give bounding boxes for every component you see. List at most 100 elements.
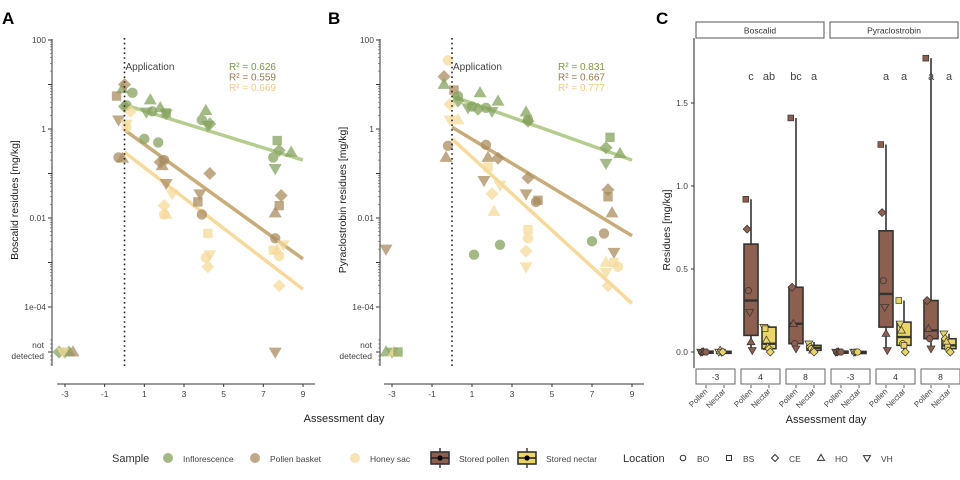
legend-label: Pollen basket bbox=[270, 454, 322, 464]
data-point bbox=[605, 206, 619, 218]
legend-shape-triangle-up-icon bbox=[816, 453, 826, 461]
data-point bbox=[521, 114, 535, 128]
data-point bbox=[112, 115, 126, 127]
boxplot-boscalid-day8-nectar: a bbox=[804, 71, 822, 357]
data-point bbox=[519, 262, 533, 274]
data-point bbox=[882, 347, 892, 356]
legend-shape-square-icon bbox=[725, 454, 733, 462]
y-tick-label: 1 bbox=[369, 124, 374, 134]
data-point bbox=[268, 164, 282, 176]
y-tick-label: 100 bbox=[32, 35, 46, 45]
data-point bbox=[199, 103, 213, 115]
data-point bbox=[765, 347, 775, 357]
boxplot-pyraclostrobin-day-3-pollen bbox=[831, 347, 849, 357]
box bbox=[788, 286, 804, 345]
y-tick-label: 1.0 bbox=[676, 181, 688, 191]
legend-label: Stored pollen bbox=[459, 454, 509, 464]
data-point bbox=[877, 208, 887, 218]
data-point bbox=[481, 150, 495, 162]
y-tick-label: 0.01 bbox=[29, 213, 46, 223]
day-strip bbox=[740, 368, 781, 385]
data-point bbox=[493, 180, 507, 192]
data-point bbox=[268, 152, 279, 163]
data-point bbox=[118, 78, 131, 91]
data-point bbox=[609, 257, 619, 268]
data-point bbox=[127, 87, 138, 99]
data-point bbox=[66, 345, 80, 357]
data-point bbox=[196, 209, 208, 220]
legend-label: BS bbox=[743, 454, 755, 464]
y-tick-label: 0.01 bbox=[357, 213, 374, 223]
y-axis: 100 1 0.01 1e-04 bbox=[352, 35, 381, 366]
nd-label-1: not bbox=[32, 340, 44, 350]
data-point bbox=[601, 279, 615, 293]
data-point bbox=[612, 261, 624, 273]
data-point bbox=[379, 244, 393, 256]
panel-label-a: A bbox=[2, 9, 14, 28]
data-point bbox=[746, 337, 756, 346]
x-tick-label: 5 bbox=[550, 389, 555, 399]
data-point bbox=[718, 347, 728, 357]
category-label: Nectar bbox=[794, 387, 817, 410]
y-axis: 0.0 0.5 1.0 1.5 bbox=[676, 38, 695, 368]
data-point bbox=[147, 106, 158, 117]
data-point bbox=[761, 335, 772, 344]
data-point bbox=[922, 54, 930, 62]
y-axis-title: Boscalid residues [mg/kg] bbox=[9, 140, 21, 260]
significance-letter: a bbox=[928, 71, 935, 83]
data-point bbox=[896, 325, 907, 334]
data-point bbox=[744, 287, 752, 295]
day-strip-label: -3 bbox=[847, 372, 855, 382]
x-axis: -3 -1 1 3 5 7 9 bbox=[384, 383, 644, 399]
x-tick-label: -1 bbox=[101, 389, 109, 399]
data-point bbox=[599, 255, 613, 267]
data-point bbox=[926, 345, 936, 354]
day-strip-label: 8 bbox=[803, 372, 808, 382]
legend-label: HO bbox=[835, 454, 848, 464]
data-point bbox=[747, 347, 757, 356]
data-point bbox=[523, 224, 533, 235]
data-point bbox=[877, 141, 885, 148]
legend-label: BO bbox=[697, 454, 710, 464]
data-point bbox=[274, 200, 284, 211]
data-point bbox=[477, 175, 491, 188]
y-tick-label: 1e-04 bbox=[352, 302, 374, 312]
legend-swatch-honey-sac bbox=[350, 453, 360, 463]
legend-swatch-inflorescence bbox=[163, 453, 173, 463]
x-tick-label: -1 bbox=[428, 389, 436, 399]
y-tick-label: 1.5 bbox=[676, 98, 688, 108]
category-label: Nectar bbox=[884, 387, 907, 410]
day-strips: -3 4 8 -3 4 8 bbox=[695, 368, 960, 385]
x-tick-label: -3 bbox=[388, 389, 396, 399]
y-tick-label: 1 bbox=[41, 124, 46, 134]
boxplots: c ab bc a a a a a bbox=[696, 54, 957, 357]
x-tick-label: -3 bbox=[61, 389, 69, 399]
legend-point bbox=[437, 455, 443, 461]
boxplot-pyraclostrobin-day8-nectar: a bbox=[939, 71, 957, 357]
y-axis: 100 1 0.01 1e-04 bbox=[24, 35, 53, 366]
data-point bbox=[702, 348, 710, 356]
data-point bbox=[274, 189, 288, 203]
legend-swatch-pollen-basket bbox=[250, 453, 260, 463]
data-point bbox=[201, 260, 215, 274]
x-tick-label: 5 bbox=[221, 389, 226, 399]
data-point bbox=[923, 323, 934, 332]
day-strip-label: 8 bbox=[938, 372, 943, 382]
data-point bbox=[159, 178, 173, 191]
y-tick-label: 0.5 bbox=[676, 264, 688, 274]
panel-label-b: B bbox=[328, 9, 340, 28]
data-point bbox=[605, 132, 615, 143]
significance-letter: bc bbox=[790, 71, 802, 83]
day-strip bbox=[920, 368, 960, 385]
boxplot-boscalid-day4-nectar: ab bbox=[759, 71, 777, 357]
day-strip bbox=[695, 368, 736, 385]
x-tick-label: 3 bbox=[510, 389, 515, 399]
boxplot-boscalid-day-3-pollen bbox=[696, 347, 714, 357]
application-label: Application bbox=[126, 62, 175, 73]
data-point bbox=[837, 348, 845, 356]
data-point bbox=[900, 347, 910, 357]
significance-letter: a bbox=[946, 71, 953, 83]
data-point bbox=[439, 150, 453, 162]
x-tick-label: 1 bbox=[142, 389, 147, 399]
data-point bbox=[494, 239, 506, 250]
